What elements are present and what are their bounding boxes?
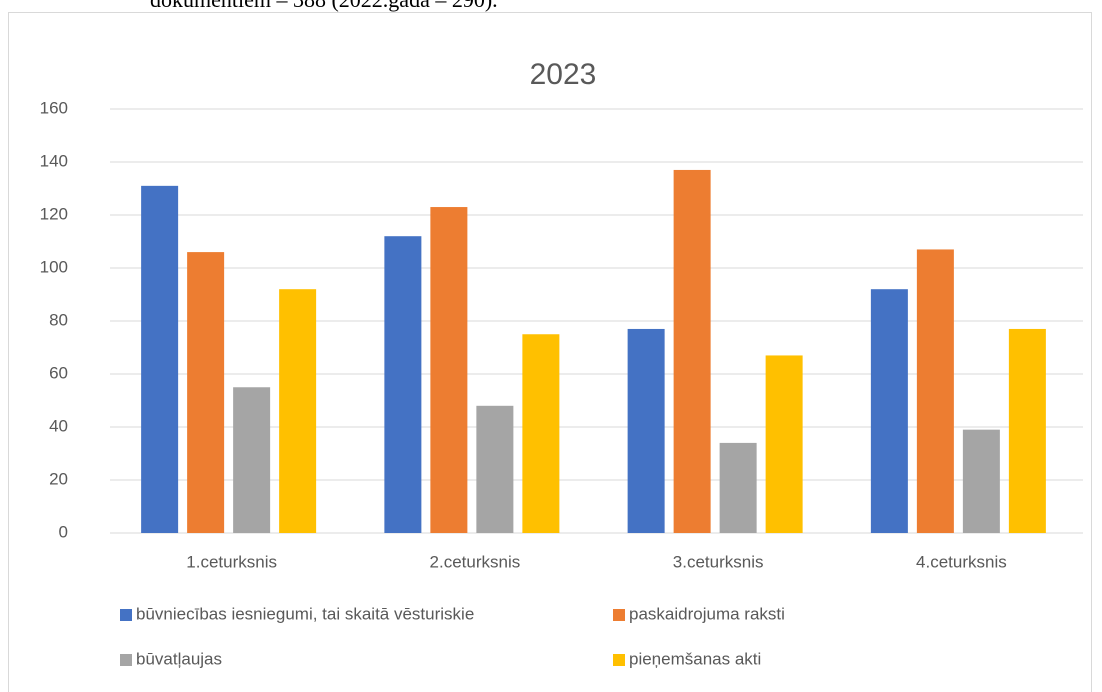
y-tick-label: 60 [49, 363, 68, 382]
bar [476, 405, 514, 533]
bar [430, 207, 468, 534]
y-tick-label: 120 [40, 204, 68, 223]
legend-label: būvatļaujas [136, 649, 222, 668]
y-tick-label: 160 [40, 98, 68, 117]
bar [627, 328, 665, 533]
context-text: dokumentiem – 388 (2022.gadā – 290). [150, 0, 498, 12]
bar [870, 289, 908, 533]
legend-label: paskaidrojuma raksti [629, 604, 785, 623]
bar [141, 185, 179, 533]
x-tick-label: 1.ceturksnis [186, 552, 277, 571]
chart-title: 2023 [530, 58, 597, 91]
bar [1008, 328, 1046, 533]
legend-label: pieņemšanas akti [629, 649, 761, 668]
bar [719, 442, 757, 533]
x-tick-label: 3.ceturksnis [673, 552, 764, 571]
bar [384, 236, 422, 533]
y-tick-label: 20 [49, 469, 68, 488]
x-tick-label: 4.ceturksnis [916, 552, 1007, 571]
legend-swatch [613, 609, 625, 621]
legend-swatch [120, 654, 132, 666]
y-tick-label: 100 [40, 257, 68, 276]
bar [233, 387, 271, 533]
bar [187, 252, 225, 533]
y-tick-label: 80 [49, 310, 68, 329]
x-tick-label: 2.ceturksnis [430, 552, 521, 571]
legend-swatch [120, 609, 132, 621]
bar [522, 334, 560, 533]
legend-swatch [613, 654, 625, 666]
bar [765, 355, 803, 533]
y-tick-label: 40 [49, 416, 68, 435]
bar [962, 429, 1000, 533]
bar [673, 169, 711, 533]
bar [916, 249, 954, 533]
y-tick-label: 0 [59, 522, 68, 541]
bar [279, 289, 317, 533]
legend-label: būvniecības iesniegumi, tai skaitā vēstu… [136, 604, 474, 623]
y-tick-label: 140 [40, 151, 68, 170]
